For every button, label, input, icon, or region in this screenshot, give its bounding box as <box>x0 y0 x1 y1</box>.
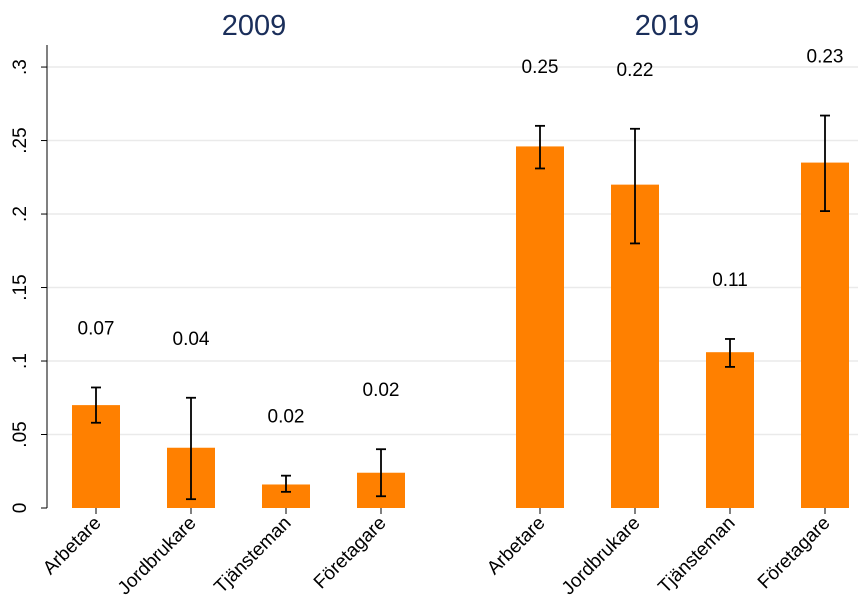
data-label: 0.23 <box>807 47 844 68</box>
data-label: 0.22 <box>617 60 654 81</box>
y-tick-label: .2 <box>10 206 31 222</box>
bar <box>706 352 754 508</box>
bar <box>262 484 310 508</box>
data-label: 0.02 <box>268 407 305 428</box>
panel-titles: 2009 2019 <box>222 10 700 42</box>
data-label: 0.04 <box>173 329 210 350</box>
data-label: 0.11 <box>712 270 748 291</box>
x-axis-ticks: Arbetare Jordbrukare Tjänsteman Företagare A… <box>39 508 835 600</box>
x-tick-label: Jordbrukare <box>114 513 201 600</box>
y-tick-label: .15 <box>10 274 31 300</box>
y-tick-label: 0 <box>10 503 31 514</box>
x-tick-label: Företagare <box>310 513 391 594</box>
x-tick-label: Arbetare <box>39 513 105 579</box>
bar <box>801 162 849 509</box>
x-tick-label: Jordbrukare <box>558 513 645 600</box>
x-tick-label: Tjänsteman <box>210 513 295 598</box>
data-label: 0.25 <box>522 57 559 78</box>
x-tick-label: Företagare <box>754 513 835 594</box>
y-tick-label: .3 <box>10 59 31 75</box>
y-axis-ticks: 0 .05 .1 .15 .2 .25 .3 <box>10 59 47 513</box>
y-tick-label: .1 <box>10 353 31 369</box>
bar <box>516 146 564 508</box>
error-bars <box>91 114 830 501</box>
data-label: 0.02 <box>363 380 400 401</box>
bars <box>72 146 849 509</box>
y-tick-label: .25 <box>10 127 31 153</box>
panel-title: 2009 <box>222 10 287 42</box>
data-label: 0.07 <box>78 318 115 339</box>
data-labels: 0.07 0.04 0.02 0.02 0.25 0.22 0.11 0.23 <box>78 47 844 428</box>
x-tick-label: Arbetare <box>483 513 549 579</box>
y-tick-label: .05 <box>10 421 31 447</box>
panel-title: 2019 <box>635 10 700 42</box>
x-tick-label: Tjänsteman <box>654 513 739 598</box>
